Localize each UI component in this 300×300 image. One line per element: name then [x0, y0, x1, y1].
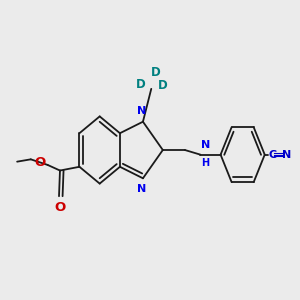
- Text: D: D: [151, 66, 160, 79]
- Text: N: N: [137, 184, 147, 194]
- Text: O: O: [35, 156, 46, 169]
- Text: N: N: [201, 140, 210, 150]
- Text: C: C: [268, 150, 277, 160]
- Text: D: D: [136, 78, 146, 91]
- Text: O: O: [54, 201, 66, 214]
- Text: N: N: [137, 106, 147, 116]
- Text: H: H: [201, 158, 209, 168]
- Text: D: D: [158, 79, 168, 92]
- Text: N: N: [282, 150, 291, 160]
